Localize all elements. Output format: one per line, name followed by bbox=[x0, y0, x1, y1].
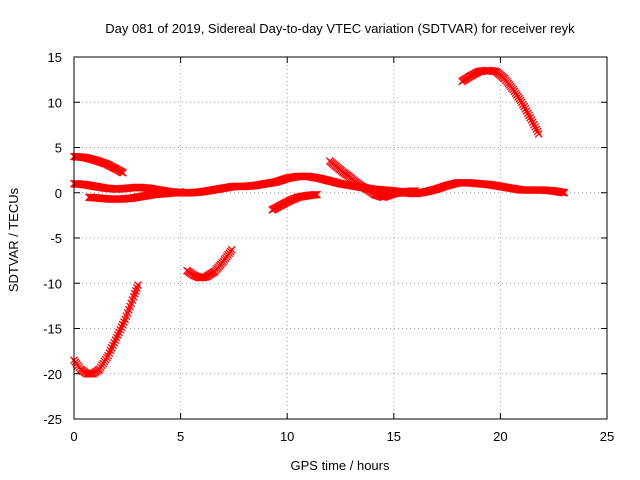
x-tick-label: 0 bbox=[70, 429, 77, 444]
data-point bbox=[522, 107, 531, 116]
y-tick-label: -5 bbox=[50, 231, 62, 246]
data-point bbox=[558, 188, 566, 197]
data-point bbox=[529, 120, 538, 129]
data-point bbox=[517, 98, 526, 107]
x-tick-label: 25 bbox=[600, 429, 614, 444]
data-point bbox=[526, 113, 535, 122]
data-point bbox=[560, 188, 569, 197]
data-point bbox=[534, 129, 543, 138]
data-point bbox=[134, 281, 142, 290]
data-series-arc-f bbox=[268, 190, 322, 214]
y-tick-label: -20 bbox=[43, 367, 62, 382]
data-point bbox=[176, 187, 185, 196]
data-point bbox=[518, 100, 527, 109]
chart-title: Day 081 of 2019, Sidereal Day-to-day VTE… bbox=[105, 21, 575, 36]
data-series-arc-e bbox=[183, 245, 236, 282]
y-tick-label: 15 bbox=[48, 50, 62, 65]
data-layer bbox=[70, 66, 569, 378]
y-axis-label: SDTVAR / TECUs bbox=[6, 187, 21, 292]
tick-layer: 0 5 10 15 20 25 -25 -20 -15 -10 -5 0 5 10 15 bbox=[43, 50, 614, 444]
data-point bbox=[311, 190, 320, 199]
data-point bbox=[87, 369, 96, 378]
y-tick-label: 0 bbox=[55, 186, 62, 201]
y-tick-label: -25 bbox=[43, 412, 62, 427]
data-point bbox=[525, 111, 533, 120]
data-series-arc-h bbox=[458, 66, 543, 138]
data-point bbox=[532, 125, 541, 134]
y-tick-label: -15 bbox=[43, 322, 62, 337]
y-tick-label: -10 bbox=[43, 276, 62, 291]
data-point bbox=[520, 102, 529, 111]
data-point bbox=[409, 187, 418, 196]
data-series-arc-d bbox=[84, 187, 185, 204]
x-tick-label: 10 bbox=[280, 429, 294, 444]
x-tick-label: 20 bbox=[493, 429, 507, 444]
data-point bbox=[175, 188, 184, 196]
x-tick-label: 15 bbox=[387, 429, 401, 444]
data-point bbox=[527, 116, 536, 124]
data-point bbox=[559, 188, 568, 197]
y-tick-label: 5 bbox=[55, 141, 62, 156]
data-point bbox=[533, 127, 542, 136]
data-point bbox=[313, 190, 322, 199]
data-point bbox=[521, 104, 530, 113]
data-point bbox=[310, 190, 319, 199]
data-series-arc-c bbox=[70, 172, 569, 198]
data-point bbox=[227, 245, 236, 254]
data-series-arc-b bbox=[70, 152, 127, 177]
data-point bbox=[408, 187, 417, 196]
data-point bbox=[490, 67, 499, 76]
x-tick-label: 5 bbox=[177, 429, 184, 444]
y-tick-label: 10 bbox=[48, 95, 62, 110]
x-axis-label: GPS time / hours bbox=[291, 458, 390, 473]
data-point bbox=[174, 188, 183, 197]
data-point bbox=[528, 118, 537, 127]
data-point bbox=[119, 168, 127, 177]
data-point bbox=[531, 122, 540, 131]
data-point bbox=[523, 109, 532, 118]
data-series-arc-g bbox=[325, 157, 420, 202]
data-point bbox=[411, 186, 420, 195]
